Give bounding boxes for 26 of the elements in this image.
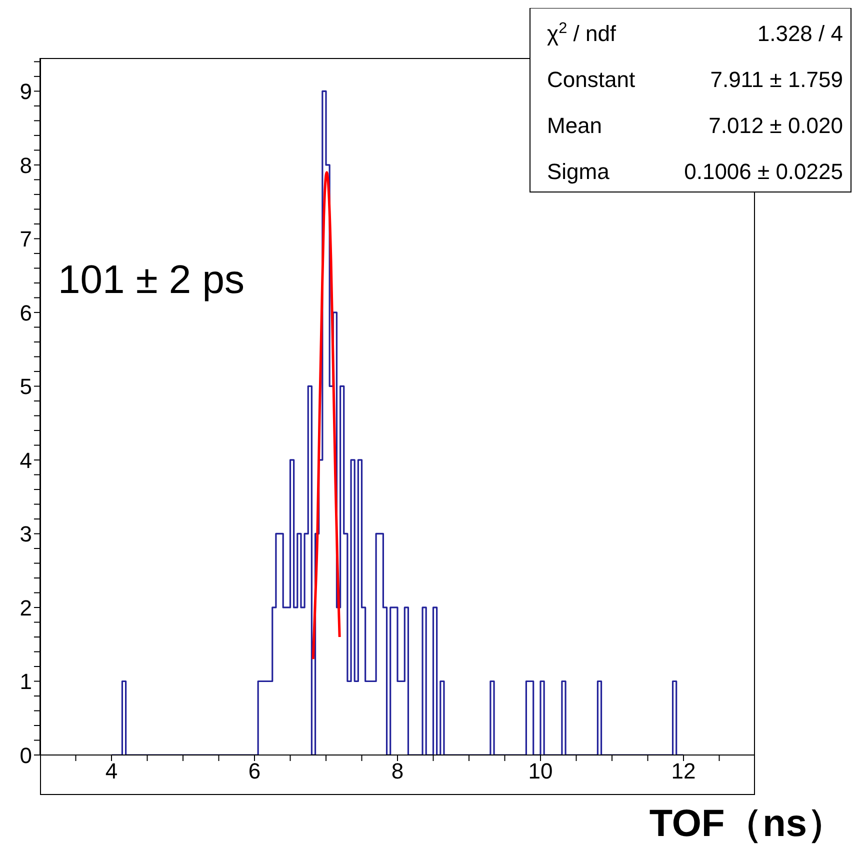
annotation: Mean <box>547 113 602 138</box>
annotation: 7.012 ± 0.020 <box>708 113 843 138</box>
y-tick-label: 4 <box>20 448 32 473</box>
annotation: Constant <box>547 67 636 92</box>
annotation: 7.911 ± 1.759 <box>710 67 843 92</box>
x-tick-label: 6 <box>248 758 261 784</box>
text: 1.328 / 4 <box>757 21 843 46</box>
x-tick-label: 4 <box>105 758 118 784</box>
y-tick-label: 5 <box>20 374 32 400</box>
annotation: Sigma <box>547 159 610 184</box>
line-series <box>312 171 341 660</box>
x-tick-label: 12 <box>671 758 696 784</box>
y-tick-label: 9 <box>20 79 32 104</box>
y-tick-label: 6 <box>20 300 32 326</box>
y-tick-label: 0 <box>20 742 32 768</box>
annotation: 101 ± 2 ps <box>58 258 245 302</box>
y-tick-label: 7 <box>20 226 32 252</box>
y-tick-label: 2 <box>20 595 32 620</box>
y-tick-label: 3 <box>20 522 32 547</box>
y-tick-label: 1 <box>20 669 32 694</box>
text: χ$^{2}$ / ndf <box>547 20 617 46</box>
annotation: 0.1006 ± 0.0225 <box>684 159 843 184</box>
x-axis-title: TOF（ns） <box>649 803 845 845</box>
y-tick-label: 8 <box>20 152 32 178</box>
x-tick-label: 10 <box>528 758 553 784</box>
x-tick-label: 8 <box>391 758 404 784</box>
